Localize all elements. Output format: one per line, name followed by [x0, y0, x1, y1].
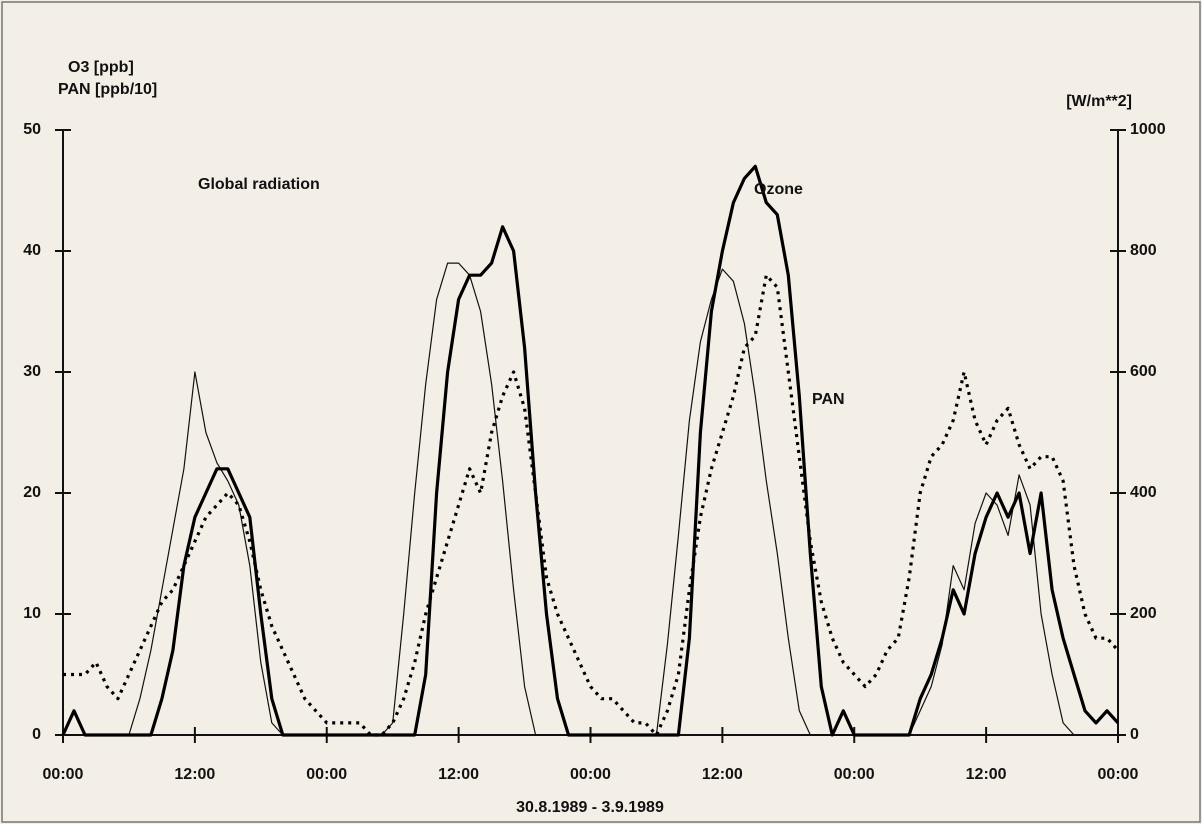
x-tick-label: 12:00 — [966, 766, 1007, 783]
x-tick-label: 12:00 — [702, 766, 743, 783]
x-tick-label: 00:00 — [1098, 766, 1139, 783]
x-tick-label: 12:00 — [438, 766, 479, 783]
y2-tick-label: 200 — [1130, 605, 1157, 622]
y-tick-label: 40 — [23, 242, 41, 259]
y-tick-label: 20 — [23, 484, 41, 501]
series-label: Global radiation — [198, 176, 320, 193]
y-tick-label: 30 — [23, 363, 41, 380]
y2-axis-label: [W/m**2] — [1066, 93, 1132, 110]
series-line — [63, 273, 1120, 737]
series-label: Ozone — [754, 181, 803, 198]
y-axis-label: O3 [ppb] — [68, 59, 134, 76]
x-tick-label: 00:00 — [570, 766, 611, 783]
y2-tick-label: 600 — [1130, 363, 1157, 380]
x-tick-label: 00:00 — [306, 766, 347, 783]
x-axis-label: 30.8.1989 - 3.9.1989 — [516, 799, 664, 816]
y2-tick-label: 1000 — [1130, 121, 1166, 138]
series-line — [63, 262, 1118, 736]
x-tick-label: 00:00 — [43, 766, 84, 783]
x-tick-label: 12:00 — [174, 766, 215, 783]
series-line — [61, 164, 1120, 737]
y-axis-label: PAN [ppb/10] — [58, 81, 157, 98]
y-tick-label: 0 — [32, 726, 41, 743]
series-label: PAN — [812, 391, 845, 408]
y2-tick-label: 400 — [1130, 484, 1157, 501]
y2-tick-label: 800 — [1130, 242, 1157, 259]
x-tick-label: 00:00 — [834, 766, 875, 783]
y2-tick-label: 0 — [1130, 726, 1139, 743]
y-tick-label: 50 — [23, 121, 41, 138]
y-tick-label: 10 — [23, 605, 41, 622]
